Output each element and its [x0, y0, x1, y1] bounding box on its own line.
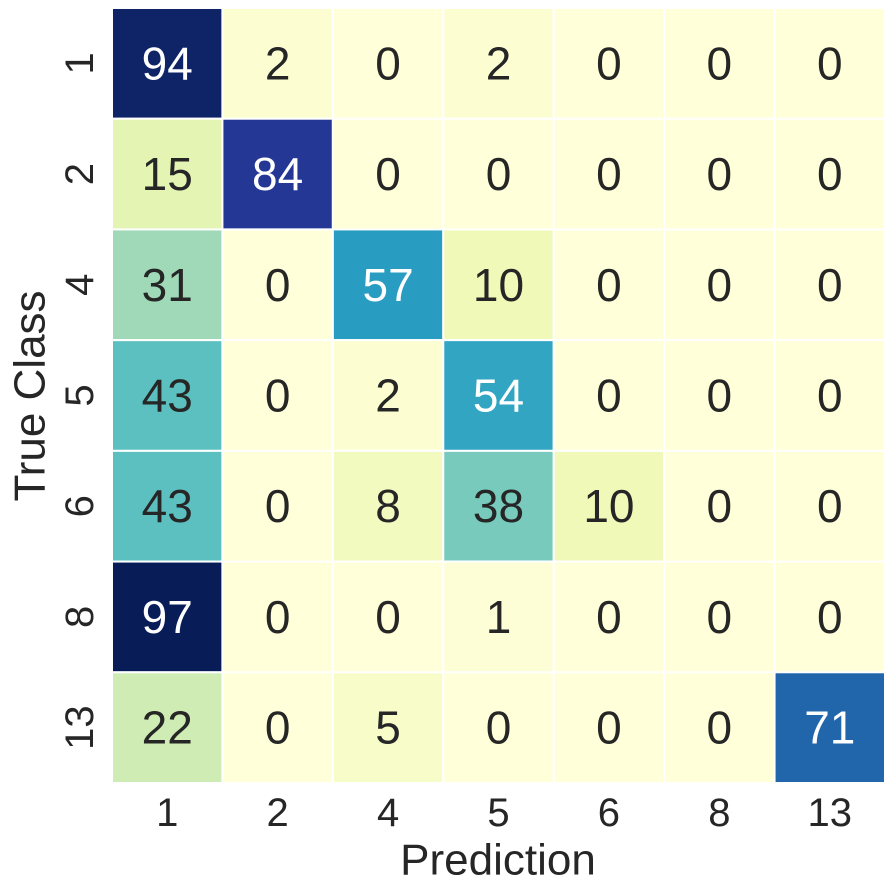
cell-label: 0 [596, 591, 622, 643]
heatmap-cell [663, 339, 776, 452]
heatmap-cell [552, 117, 666, 231]
heatmap-cell [331, 7, 445, 120]
heatmap-cell [552, 228, 666, 342]
cell-label: 0 [817, 148, 843, 200]
cell-label: 31 [142, 259, 193, 311]
heatmap-cell [111, 339, 224, 452]
heatmap-cell [663, 7, 776, 120]
cell-label: 0 [707, 370, 733, 422]
x-tick-label: 13 [808, 791, 853, 835]
cell-label: 0 [265, 591, 291, 643]
cell-label: 0 [265, 259, 291, 311]
cell-label: 0 [707, 702, 733, 754]
x-tick-label: 8 [708, 791, 730, 835]
x-tick-label: 4 [377, 791, 399, 835]
heatmap-cell [552, 560, 666, 674]
cell-label: 0 [375, 148, 401, 200]
y-tick-label: 2 [58, 163, 102, 185]
heatmap-cell [331, 228, 445, 342]
heatmap-cell [331, 449, 445, 563]
heatmap-cell [221, 7, 334, 120]
cell-label: 0 [486, 702, 512, 754]
cell-label: 71 [804, 702, 855, 754]
cell-label: 0 [486, 148, 512, 200]
heatmap-cell [442, 339, 555, 452]
cell-label: 0 [265, 370, 291, 422]
cell-label: 0 [817, 370, 843, 422]
heatmap-cell [331, 671, 445, 784]
cell-label: 10 [473, 259, 524, 311]
y-tick-label: 13 [58, 705, 102, 750]
cell-label: 94 [142, 37, 193, 89]
cell-label: 5 [375, 702, 401, 754]
cell-label: 2 [375, 370, 401, 422]
heatmap-cell [773, 671, 886, 784]
heatmap-cell [111, 449, 224, 563]
heatmap-cell [442, 560, 555, 674]
cell-label: 1 [486, 591, 512, 643]
cell-label: 0 [375, 591, 401, 643]
heatmap-cell [111, 7, 224, 120]
cell-label: 0 [265, 480, 291, 532]
cell-label: 0 [707, 480, 733, 532]
cell-label: 0 [817, 480, 843, 532]
heatmap-cell [663, 228, 776, 342]
heatmap-cell [442, 228, 555, 342]
heatmap-cell [773, 560, 886, 674]
heatmap-cell [331, 117, 445, 231]
y-axis-label: True Class [6, 290, 55, 501]
cell-label: 84 [252, 148, 303, 200]
x-tick-label: 2 [267, 791, 289, 835]
cell-label: 43 [142, 370, 193, 422]
cell-label: 15 [142, 148, 193, 200]
heatmap-cell [773, 339, 886, 452]
cell-label: 38 [473, 480, 524, 532]
heatmap-cell [111, 560, 224, 674]
cell-label: 0 [707, 259, 733, 311]
y-tick-label: 6 [58, 495, 102, 517]
y-tick-label: 4 [58, 274, 102, 296]
cell-label: 97 [142, 591, 193, 643]
heatmap-cell [773, 117, 886, 231]
heatmap-cell [221, 560, 334, 674]
cell-label: 0 [707, 591, 733, 643]
cell-label: 43 [142, 480, 193, 532]
cell-label: 0 [265, 702, 291, 754]
cell-label: 0 [596, 37, 622, 89]
heatmap-cell [111, 671, 224, 784]
cell-label: 57 [362, 259, 413, 311]
cell-label: 0 [596, 259, 622, 311]
heatmap-cell [221, 339, 334, 452]
heatmap-cell [773, 228, 886, 342]
cell-label: 2 [486, 37, 512, 89]
heatmap-cell [663, 671, 776, 784]
heatmap-cell [442, 671, 555, 784]
heatmap-cell [221, 228, 334, 342]
cell-label: 0 [707, 37, 733, 89]
y-tick-label: 5 [58, 384, 102, 406]
cell-label: 22 [142, 702, 193, 754]
cell-label: 0 [596, 148, 622, 200]
heatmap-cell [552, 671, 666, 784]
cell-label: 10 [583, 480, 634, 532]
cell-label: 0 [817, 259, 843, 311]
cell-label: 0 [596, 370, 622, 422]
heatmap-cell [111, 117, 224, 231]
cell-label: 0 [817, 37, 843, 89]
cell-label: 0 [375, 37, 401, 89]
cell-label: 0 [817, 591, 843, 643]
cell-label: 8 [375, 480, 401, 532]
x-tick-label: 1 [156, 791, 178, 835]
cell-label: 0 [596, 702, 622, 754]
y-tick-label: 1 [58, 52, 102, 74]
x-tick-label: 6 [598, 791, 620, 835]
cell-label: 2 [265, 37, 291, 89]
cell-label: 0 [707, 148, 733, 200]
x-axis-label: Prediction [400, 836, 596, 885]
y-tick-label: 8 [58, 606, 102, 628]
x-tick-label: 5 [487, 791, 509, 835]
cell-label: 54 [473, 370, 524, 422]
